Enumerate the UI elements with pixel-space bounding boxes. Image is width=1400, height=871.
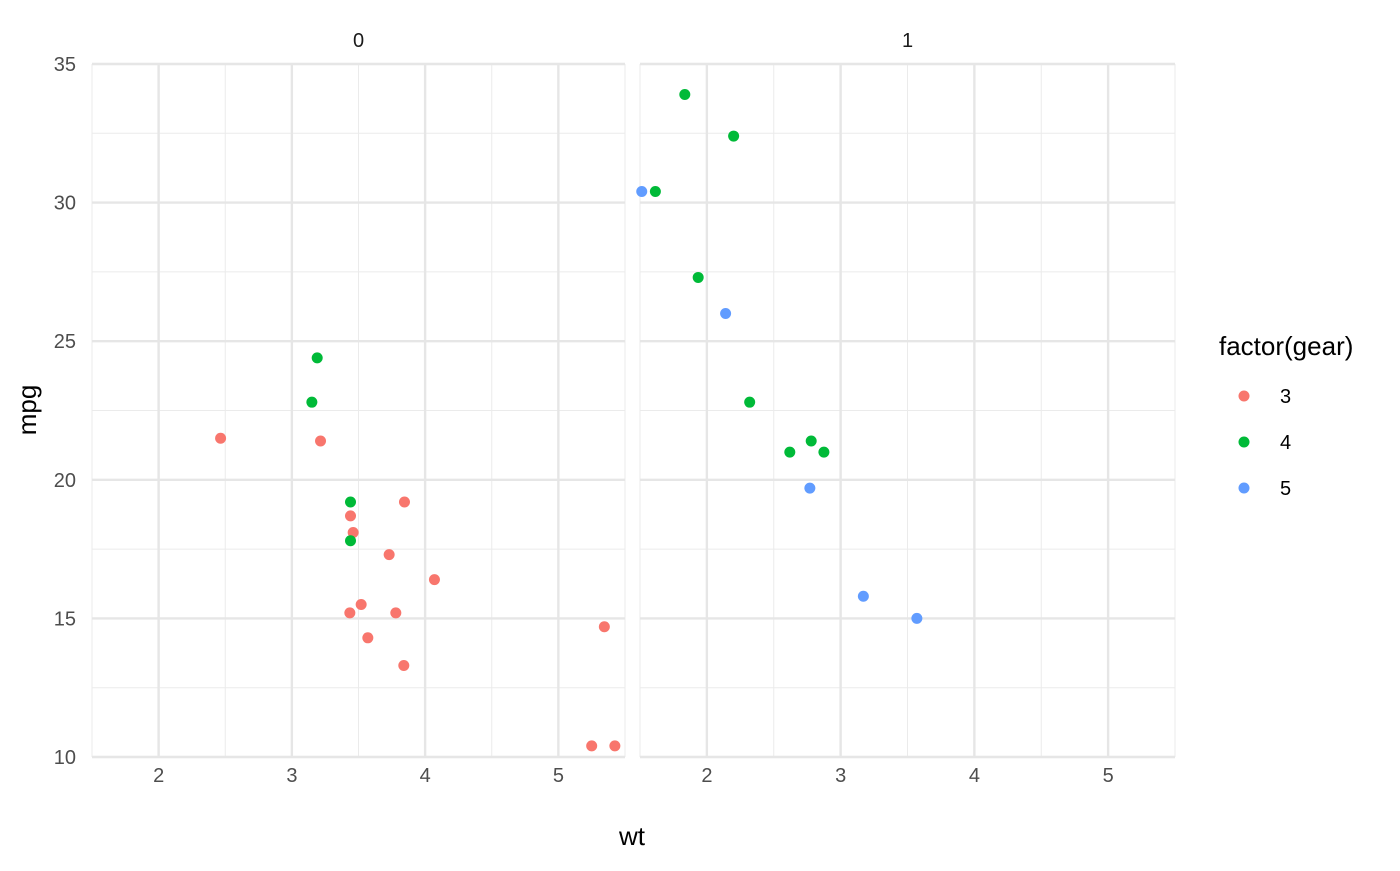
- x-tick-label: 5: [1103, 765, 1114, 787]
- legend-item-label: 3: [1280, 386, 1291, 408]
- y-tick-label: 35: [54, 54, 76, 76]
- data-point: [383, 549, 395, 561]
- x-axis-tick-labels: 2 3 4 5 2 3 4 5: [153, 765, 1114, 787]
- x-tick-label: 3: [835, 765, 846, 787]
- data-point: [362, 632, 374, 644]
- legend-title: factor(gear): [1219, 331, 1353, 361]
- y-tick-label: 20: [54, 470, 76, 492]
- x-tick-label: 2: [153, 765, 164, 787]
- data-point: [636, 186, 648, 198]
- legend-item-label: 5: [1280, 478, 1291, 500]
- x-tick-label: 2: [701, 765, 712, 787]
- data-point: [784, 446, 796, 458]
- data-point: [345, 535, 357, 547]
- data-point: [398, 496, 410, 508]
- x-tick-label: 4: [420, 765, 431, 787]
- facet-strip-label: 1: [902, 30, 913, 52]
- y-tick-label: 10: [54, 747, 76, 769]
- data-point: [306, 396, 318, 408]
- x-tick-label: 4: [969, 765, 980, 787]
- data-point: [805, 435, 817, 447]
- legend-key-dot: [1238, 436, 1250, 448]
- legend-items: 3 4 5: [1238, 386, 1291, 500]
- data-point: [911, 612, 923, 624]
- data-point: [586, 740, 598, 752]
- x-tick-label: 3: [286, 765, 297, 787]
- data-point: [428, 574, 440, 586]
- facet-strip-label: 0: [353, 30, 364, 52]
- data-point: [345, 510, 357, 522]
- data-point: [609, 740, 621, 752]
- x-axis-title: wt: [618, 821, 646, 851]
- data-point: [355, 599, 367, 611]
- y-axis-title: mpg: [12, 385, 42, 436]
- data-point: [345, 496, 357, 508]
- legend-key-dot: [1238, 482, 1250, 494]
- data-point: [347, 526, 359, 538]
- data-point: [649, 186, 661, 198]
- data-point: [398, 660, 410, 672]
- y-tick-label: 30: [54, 193, 76, 215]
- y-axis-tick-labels: 10 15 20 25 30 35: [54, 54, 76, 769]
- data-point: [315, 435, 327, 447]
- data-point: [720, 307, 732, 319]
- y-tick-label: 15: [54, 608, 76, 630]
- data-points: [215, 88, 923, 752]
- data-point: [692, 271, 704, 283]
- data-point: [728, 130, 740, 142]
- x-tick-label: 5: [553, 765, 564, 787]
- major-gridlines: [92, 62, 1175, 759]
- data-point: [818, 446, 830, 458]
- data-point: [598, 621, 610, 633]
- data-point: [744, 396, 756, 408]
- data-point: [804, 482, 816, 494]
- data-point: [857, 590, 869, 602]
- legend-key-dot: [1238, 390, 1250, 402]
- data-point: [390, 607, 402, 619]
- minor-gridlines: [91, 64, 1176, 757]
- legend: factor(gear) 3 4 5: [1219, 331, 1353, 500]
- data-point: [215, 432, 227, 444]
- data-point: [311, 352, 323, 364]
- legend-item-label: 4: [1280, 432, 1291, 454]
- y-tick-label: 25: [54, 331, 76, 353]
- data-point: [344, 607, 356, 619]
- data-point: [679, 88, 691, 100]
